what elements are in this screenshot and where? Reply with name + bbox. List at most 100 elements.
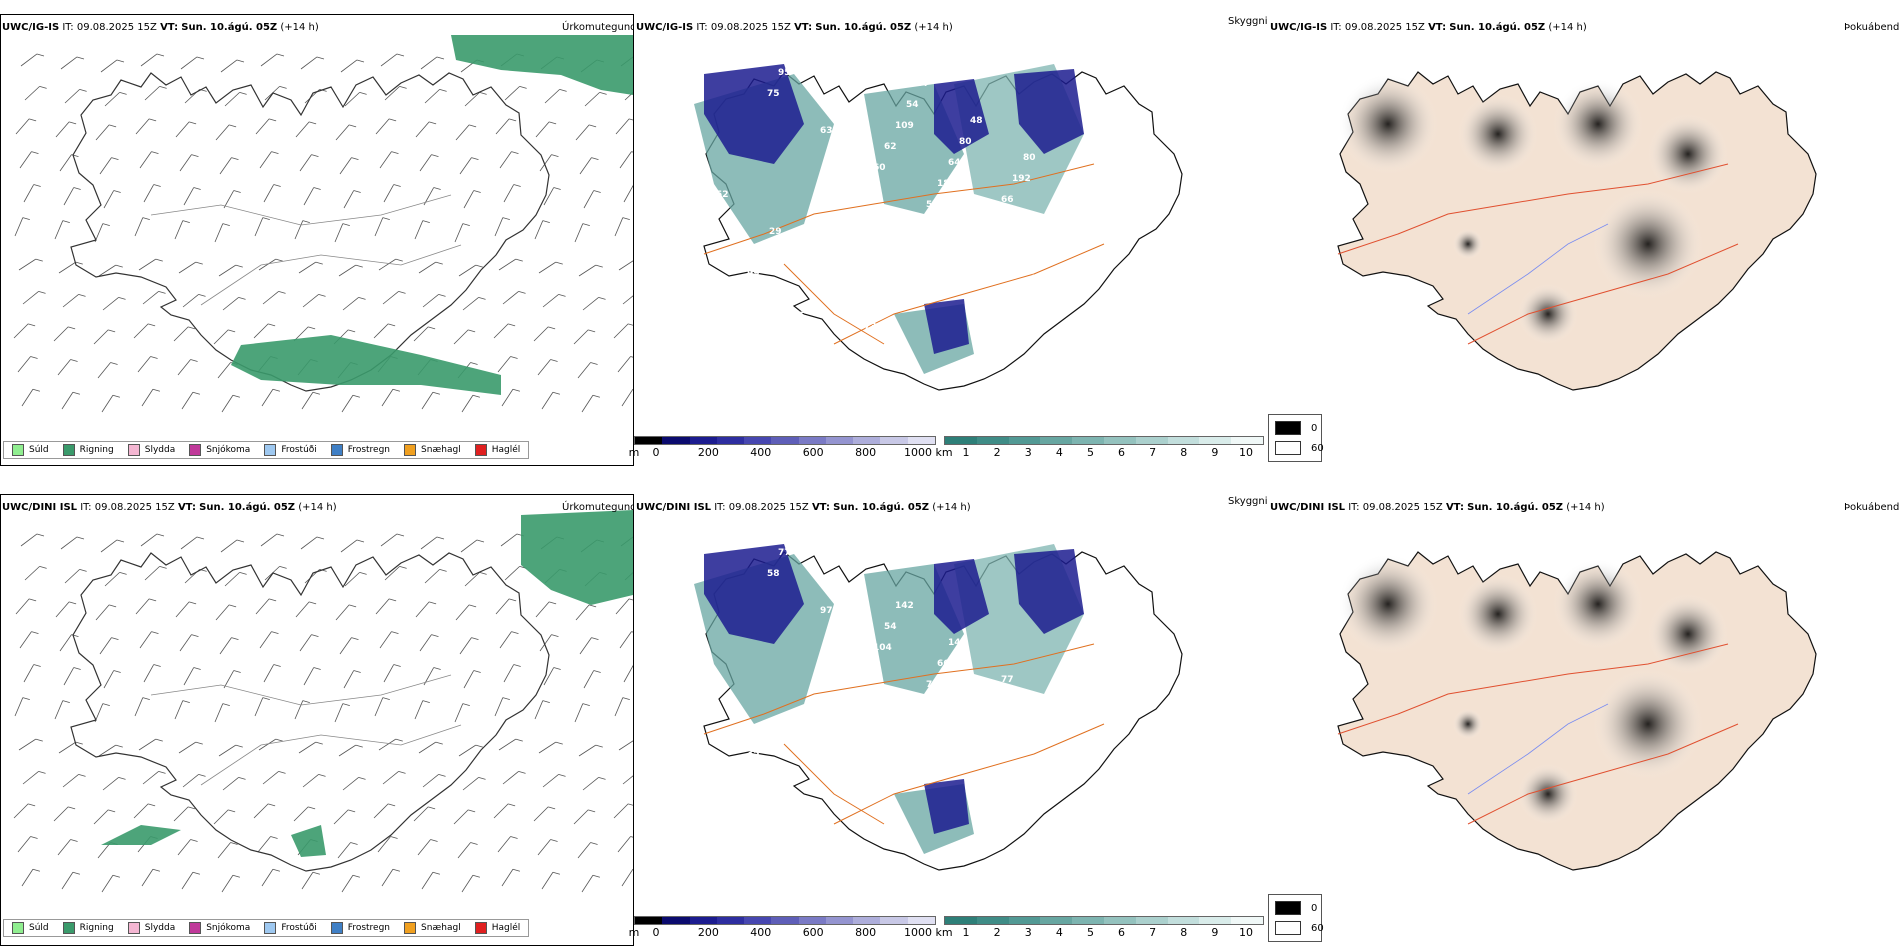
legend-label: Súld: [29, 445, 49, 455]
colorbar-tick: 600: [802, 926, 824, 939]
colorbar-cell: [716, 437, 745, 444]
colorbar-tick: 1: [962, 926, 970, 939]
colorbar-tick: 7: [1149, 926, 1157, 939]
precip-legend-item: Snjókoma: [185, 922, 254, 934]
fog-legend-label: 60: [1311, 442, 1324, 454]
panel-title-row1: UWC/IG-IS IT: 09.08.2025 15Z VT: Sun. 10…: [2, 22, 319, 33]
precip-legend-item: Frostregn: [327, 444, 394, 456]
ceiling-value-label: 61: [979, 237, 992, 247]
ceiling-value-label: 18: [937, 179, 950, 189]
fog-legend-row2: 0 60: [1268, 894, 1324, 942]
colorbar-tick: 1000: [904, 446, 932, 459]
colorbar-tick: 200: [697, 926, 719, 939]
fog-legend-label: 60: [1311, 922, 1324, 934]
fog-map-row1: [1337, 71, 1817, 391]
colorbar-cell: [825, 917, 854, 924]
legend-swatch: [127, 922, 140, 934]
colorbar-tick: 10: [1239, 446, 1253, 459]
ceiling-value-label: 80: [959, 137, 972, 147]
colorbar-unit: m: [628, 926, 640, 939]
colorbar-cell: [1135, 437, 1168, 444]
ceiling-value-label: 35: [747, 749, 760, 759]
cloud-map-row2: 84 58 97 104 72 64 67 75 77 52 54 66 59 76 90 73 84 142 14…: [694, 532, 1183, 871]
ceiling-value-label: 72: [926, 680, 939, 690]
colorbar-tick: 10: [1239, 926, 1253, 939]
colorbar-cell: [635, 437, 663, 444]
precip-type-label-row2: Úrkomutegund: [562, 502, 637, 513]
visibility-colorbar-row2: km 1 2 3 4 5 6 7 8 9 10: [935, 916, 1264, 939]
colorbar-tick: 3: [1024, 446, 1032, 459]
ceiling-value-label: 64: [979, 717, 992, 727]
legend-swatch: [264, 444, 277, 456]
visibility-colorbar-row1: km 1 2 3 4 5 6 7 8 9 10: [935, 436, 1264, 459]
precip-legend-item: Slydda: [124, 922, 179, 934]
precip-map-row2: [13, 510, 633, 893]
colorbar-cell: [798, 917, 826, 924]
ceiling-value-label: 109: [895, 121, 914, 131]
ceiling-value-label: 76: [1032, 274, 1045, 284]
ceiling-colorbar-row1: m 0 200 400 600 800 1000: [629, 436, 936, 459]
colorbar-tick: 9: [1211, 446, 1219, 459]
legend-swatch: [404, 444, 417, 456]
fog-legend-item: 60: [1275, 921, 1324, 935]
colorbar-cell: [662, 437, 690, 444]
ceiling-value-label: 142: [895, 601, 914, 611]
panel-title-row1-cloud: UWC/IG-IS IT: 09.08.2025 15Z VT: Sun. 10…: [636, 22, 953, 33]
colorbar-cell: [1103, 917, 1136, 924]
precip-legend-item: Frostúði: [260, 922, 320, 934]
colorbar-tick: 6: [1118, 926, 1126, 939]
legend-swatch: [474, 444, 487, 456]
ceiling-value-label: 112: [842, 84, 861, 94]
colorbar-cell: [1008, 437, 1041, 444]
ceiling-value-label: 52: [716, 190, 729, 200]
ceiling-value-label: 192: [1012, 174, 1031, 184]
colorbar-tick: 5: [1086, 446, 1094, 459]
ceiling-value-label: 140: [948, 638, 967, 648]
colorbar-tick: 7: [1149, 446, 1157, 459]
colorbar-cell: [1103, 437, 1136, 444]
colorbar-tick: 4: [1055, 926, 1063, 939]
ceiling-value-label: 97: [917, 79, 930, 89]
precip-legend-item: Slydda: [124, 444, 179, 456]
colorbar-cell: [689, 437, 717, 444]
colorbar-tick: 400: [750, 926, 772, 939]
ceiling-value-label: 56: [714, 52, 727, 62]
colorbar-cell: [662, 917, 690, 924]
ceiling-value-label: 75: [767, 89, 780, 99]
ceiling-value-label: 73: [864, 322, 877, 332]
fog-legend-row1: 0 60: [1268, 414, 1324, 462]
colorbar-tick: 400: [750, 446, 772, 459]
colorbar-cell: [1231, 437, 1263, 444]
colorbar-cell: [1199, 917, 1232, 924]
legend-swatch: [264, 922, 277, 934]
legend-label: Snæhagl: [421, 445, 461, 455]
colorbar-cell: [907, 917, 935, 924]
colorbar-cell: [1040, 437, 1073, 444]
fog-panel-row2: [1268, 494, 1900, 944]
legend-label: Súld: [29, 923, 49, 933]
fog-map-row2: [1337, 551, 1817, 871]
ceiling-value-label: 59: [990, 696, 1003, 706]
ceiling-value-label: 95: [778, 68, 791, 78]
colorbar-swatches: [944, 916, 1264, 925]
colorbar-tick: 800: [855, 926, 877, 939]
colorbar-unit: km: [935, 926, 953, 939]
colorbar-unit: km: [935, 446, 953, 459]
ceiling-value-label: 48: [970, 116, 983, 126]
ceiling-value-label: 73: [789, 807, 802, 817]
colorbar-cell: [771, 437, 799, 444]
colorbar-cell: [880, 437, 908, 444]
ceiling-value-label: 64: [948, 158, 961, 168]
ceiling-value-label: 76: [1043, 733, 1056, 743]
legend-label: Frostregn: [347, 923, 391, 933]
ceiling-value-label: 51: [800, 306, 813, 316]
ceiling-value-label: 62: [990, 216, 1003, 226]
colorbar-cell: [1199, 437, 1232, 444]
colorbar-cell: [1231, 917, 1263, 924]
legend-swatch: [12, 922, 24, 934]
fog-panel-row1: [1268, 14, 1900, 464]
colorbar-cell: [771, 917, 799, 924]
colorbar-cell: [1072, 437, 1104, 444]
ceiling-value-label: 66: [1001, 195, 1014, 205]
colorbar-cell: [689, 917, 717, 924]
